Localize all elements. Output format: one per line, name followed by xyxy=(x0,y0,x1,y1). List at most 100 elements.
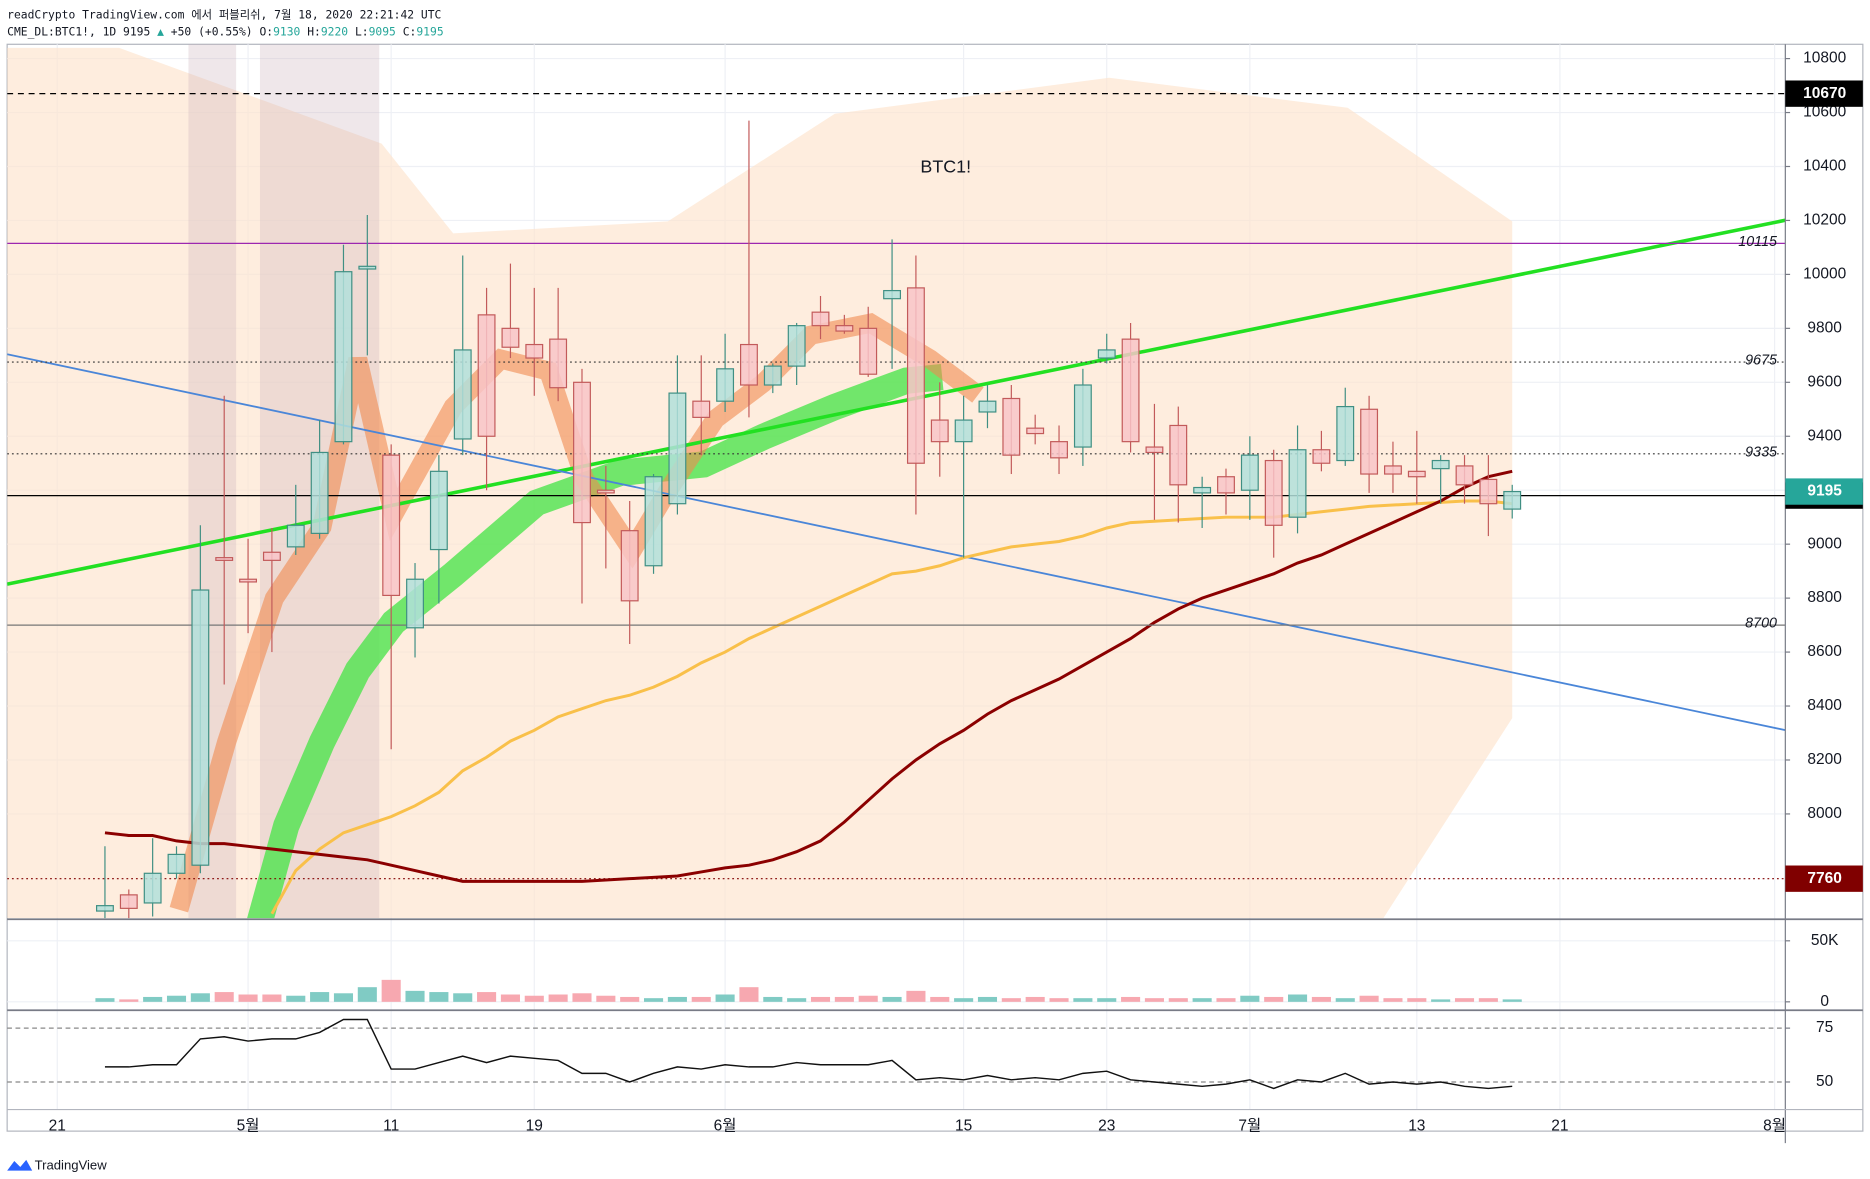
price-pane xyxy=(7,93,1786,919)
x-tick-label: 7월 xyxy=(1238,1116,1261,1134)
volume-bar xyxy=(1144,998,1164,1002)
ribbon xyxy=(247,363,944,919)
level-label: 10115 xyxy=(1738,234,1777,250)
level-label: 8700 xyxy=(1745,616,1777,632)
y-tick-label: 8200 xyxy=(1807,751,1842,768)
volume-bar xyxy=(1407,998,1427,1002)
candle-body xyxy=(620,530,639,602)
candle-body xyxy=(883,289,902,300)
candle-body xyxy=(239,578,258,583)
h-label: H: xyxy=(307,24,321,38)
volume-pane xyxy=(95,979,1522,1002)
volume-bar xyxy=(691,996,711,1002)
y-tick-label: 8800 xyxy=(1807,589,1842,606)
y-tick-label: 9600 xyxy=(1807,373,1842,390)
candle-body xyxy=(1455,465,1474,486)
trendline xyxy=(7,218,1786,586)
volume-bar xyxy=(453,993,473,1002)
volume-bar xyxy=(1431,999,1451,1002)
annotation: BTC1! xyxy=(920,156,971,176)
volume-bar xyxy=(357,987,377,1002)
x-tick-label: 19 xyxy=(526,1117,543,1134)
volume-bar xyxy=(977,996,998,1002)
candle-body xyxy=(1050,441,1068,459)
candle-body xyxy=(596,489,615,494)
footer-brand: TradingView xyxy=(35,1157,108,1172)
candle-body xyxy=(1121,338,1140,443)
volume-bar xyxy=(739,987,759,1002)
volume-bar xyxy=(1288,994,1308,1002)
candle-body xyxy=(525,343,544,359)
candle-body xyxy=(835,325,854,332)
candle-body xyxy=(334,271,353,443)
volume-bar xyxy=(1359,995,1379,1002)
candle-body xyxy=(1002,397,1021,456)
candle-body xyxy=(1384,465,1402,475)
o-value: 9130 xyxy=(273,24,300,38)
volume-bar xyxy=(1025,996,1045,1002)
volume-bar xyxy=(286,995,306,1002)
candle-body xyxy=(668,392,687,505)
candle-body xyxy=(1145,446,1164,454)
candle-body xyxy=(787,325,806,367)
candle-body xyxy=(501,327,520,348)
volume-bar xyxy=(667,996,687,1002)
y-tick-label: 50K xyxy=(1811,932,1839,949)
rsi-pane xyxy=(104,1018,1513,1090)
x-tick-label: 8월 xyxy=(1763,1116,1786,1134)
volume-bar xyxy=(763,996,783,1002)
volume-bar xyxy=(429,992,449,1002)
volume-bar xyxy=(1240,995,1260,1002)
volume-bar xyxy=(1454,998,1475,1002)
candle-body xyxy=(310,451,329,534)
x-tick-label: 6월 xyxy=(714,1116,737,1134)
y-tick-label: 10800 xyxy=(1803,50,1846,67)
candle-body xyxy=(358,265,377,270)
candle-body xyxy=(1097,349,1116,359)
candle-body xyxy=(1503,490,1522,510)
volume-bar xyxy=(596,995,616,1002)
l-label: L: xyxy=(355,24,369,38)
decor xyxy=(7,44,1786,919)
volume-bar xyxy=(524,995,544,1002)
volume-bar xyxy=(1049,998,1069,1002)
c-value: 9195 xyxy=(416,24,443,38)
x-tick-label: 5월 xyxy=(237,1116,260,1134)
candle-body xyxy=(1479,478,1498,505)
candle-body xyxy=(1169,424,1188,486)
y-tick-label: 8400 xyxy=(1807,697,1842,714)
last-price-label: 9195 xyxy=(1807,483,1842,500)
volume-bar xyxy=(1335,998,1355,1002)
volume-bar xyxy=(95,998,115,1002)
candle-body xyxy=(453,349,472,440)
price-label: 7760 xyxy=(1807,870,1841,887)
candle-body xyxy=(549,338,568,389)
volume-bar xyxy=(548,994,568,1002)
level-label: 9335 xyxy=(1745,444,1777,460)
volume-bar xyxy=(1001,998,1021,1002)
rsi-line xyxy=(104,1018,1513,1090)
volume-bar xyxy=(715,994,735,1002)
volume-bar xyxy=(1478,998,1498,1002)
c-label: C: xyxy=(403,24,417,38)
volume-bar xyxy=(1073,998,1093,1002)
candle-body xyxy=(1288,449,1307,518)
candle-body xyxy=(1264,459,1283,526)
candle-body xyxy=(1240,454,1259,491)
candle-body xyxy=(573,381,591,524)
volume-bar xyxy=(405,990,425,1002)
symbol: CME_DL:BTC1!, 1D 9195 xyxy=(7,24,150,38)
candle-body xyxy=(191,589,210,866)
candle-body xyxy=(1193,486,1212,494)
candle-body xyxy=(811,311,830,327)
candle-body xyxy=(143,872,162,904)
volume-bar xyxy=(1502,999,1522,1002)
volume-bar xyxy=(1216,998,1236,1002)
y-tick-label: 8600 xyxy=(1807,643,1842,660)
volume-bar xyxy=(930,996,950,1002)
volume-bar xyxy=(1168,998,1188,1002)
volume-bar xyxy=(882,996,902,1002)
volume-bar xyxy=(620,996,640,1002)
candle-body xyxy=(382,454,401,597)
y-tick-label: 9800 xyxy=(1807,319,1842,336)
